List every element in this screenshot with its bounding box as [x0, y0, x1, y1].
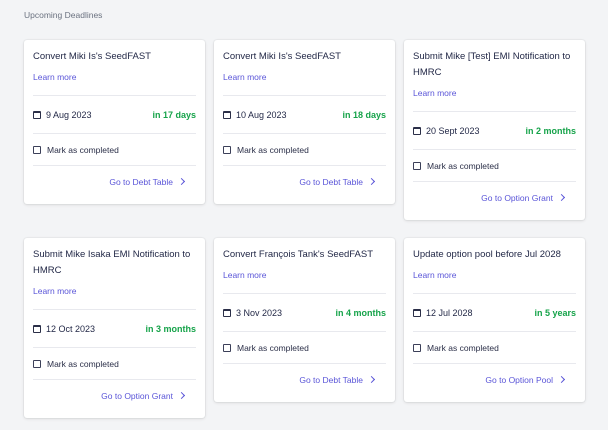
go-to-label: Go to Option Grant — [481, 192, 553, 203]
mark-completed-checkbox[interactable] — [33, 359, 41, 368]
mark-completed-label: Mark as completed — [47, 358, 119, 369]
go-to-link[interactable]: Go to Option Grant — [481, 193, 576, 203]
mark-completed-label: Mark as completed — [427, 342, 499, 353]
mark-completed-checkbox[interactable] — [223, 145, 231, 154]
due-date-row: 20 Sept 2023 in 2 months — [413, 111, 576, 150]
mark-completed-row[interactable]: Mark as completed — [33, 348, 196, 380]
mark-completed-checkbox[interactable] — [413, 161, 421, 170]
due-in: in 3 months — [145, 323, 196, 334]
learn-more-link[interactable]: Learn more — [413, 270, 457, 280]
go-to-label: Go to Debt Table — [109, 176, 173, 187]
deadline-title: Submit Mike Isaka EMI Notification to HM… — [33, 249, 191, 276]
go-to-link[interactable]: Go to Option Grant — [101, 391, 196, 401]
due-date-row: 9 Aug 2023 in 17 days — [33, 95, 196, 134]
mark-completed-row[interactable]: Mark as completed — [413, 150, 576, 182]
deadline-title: Convert François Tank's SeedFAST — [223, 249, 374, 260]
due-in: in 17 days — [152, 109, 196, 120]
due-in: in 2 months — [525, 125, 576, 136]
go-to-label: Go to Option Pool — [485, 374, 553, 385]
calendar-icon — [223, 110, 231, 119]
due-date: 20 Sept 2023 — [426, 125, 480, 136]
deadline-title: Submit Mike [Test] EMI Notification to H… — [413, 51, 571, 78]
section-title: Upcoming Deadlines — [24, 10, 103, 20]
deadline-card: Convert François Tank's SeedFAST Learn m… — [214, 238, 395, 402]
chevron-right-icon — [557, 193, 566, 202]
calendar-icon — [413, 308, 421, 317]
due-in: in 4 months — [335, 307, 386, 318]
due-in: in 18 days — [342, 109, 386, 120]
deadline-card: Convert Miki Is's SeedFAST Learn more 9 … — [24, 40, 205, 204]
chevron-right-icon — [367, 375, 376, 384]
due-date: 3 Nov 2023 — [236, 307, 283, 318]
learn-more-link[interactable]: Learn more — [223, 270, 267, 280]
mark-completed-row[interactable]: Mark as completed — [413, 332, 576, 364]
go-to-label: Go to Debt Table — [299, 176, 363, 187]
chevron-right-icon — [367, 177, 376, 186]
mark-completed-row[interactable]: Mark as completed — [223, 332, 386, 364]
due-date: 12 Oct 2023 — [46, 323, 96, 334]
go-to-label: Go to Debt Table — [299, 374, 363, 385]
go-to-link[interactable]: Go to Debt Table — [299, 177, 386, 187]
due-date: 10 Aug 2023 — [236, 109, 287, 120]
mark-completed-row[interactable]: Mark as completed — [33, 134, 196, 166]
deadline-title: Convert Miki Is's SeedFAST — [223, 51, 341, 62]
due-date-row: 12 Jul 2028 in 5 years — [413, 293, 576, 332]
calendar-icon — [223, 308, 231, 317]
deadline-card: Submit Mike [Test] EMI Notification to H… — [404, 40, 585, 220]
due-date-row: 10 Aug 2023 in 18 days — [223, 95, 386, 134]
mark-completed-label: Mark as completed — [237, 342, 309, 353]
deadline-card: Update option pool before Jul 2028 Learn… — [404, 238, 585, 402]
mark-completed-checkbox[interactable] — [223, 343, 231, 352]
chevron-right-icon — [557, 375, 566, 384]
due-date-row: 12 Oct 2023 in 3 months — [33, 309, 196, 348]
due-in: in 5 years — [534, 307, 576, 318]
calendar-icon — [33, 110, 41, 119]
mark-completed-checkbox[interactable] — [33, 145, 41, 154]
calendar-icon — [413, 126, 421, 135]
go-to-link[interactable]: Go to Debt Table — [109, 177, 196, 187]
mark-completed-label: Mark as completed — [427, 160, 499, 171]
learn-more-link[interactable]: Learn more — [33, 286, 77, 296]
calendar-icon — [33, 324, 41, 333]
learn-more-link[interactable]: Learn more — [33, 72, 77, 82]
mark-completed-row[interactable]: Mark as completed — [223, 134, 386, 166]
due-date: 12 Jul 2028 — [426, 307, 473, 318]
deadline-card: Submit Mike Isaka EMI Notification to HM… — [24, 238, 205, 418]
mark-completed-label: Mark as completed — [237, 144, 309, 155]
go-to-label: Go to Option Grant — [101, 390, 173, 401]
due-date: 9 Aug 2023 — [46, 109, 92, 120]
deadline-title: Update option pool before Jul 2028 — [413, 249, 561, 260]
go-to-link[interactable]: Go to Option Pool — [485, 375, 576, 385]
chevron-right-icon — [177, 177, 186, 186]
deadline-card: Convert Miki Is's SeedFAST Learn more 10… — [214, 40, 395, 204]
deadline-title: Convert Miki Is's SeedFAST — [33, 51, 151, 62]
learn-more-link[interactable]: Learn more — [223, 72, 267, 82]
go-to-link[interactable]: Go to Debt Table — [299, 375, 386, 385]
chevron-right-icon — [177, 391, 186, 400]
due-date-row: 3 Nov 2023 in 4 months — [223, 293, 386, 332]
mark-completed-label: Mark as completed — [47, 144, 119, 155]
learn-more-link[interactable]: Learn more — [413, 88, 457, 98]
mark-completed-checkbox[interactable] — [413, 343, 421, 352]
